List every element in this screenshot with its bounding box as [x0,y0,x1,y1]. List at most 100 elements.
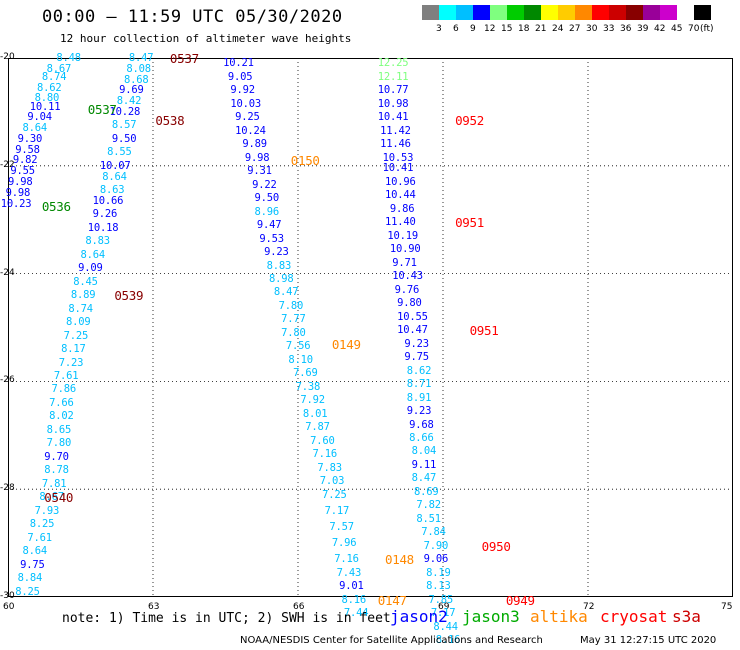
wave-height-value: 7.66 [49,396,74,409]
wave-height-value: 8.17 [61,343,86,356]
wave-height-value: 10.53 [382,151,414,164]
wave-height-value: 10.28 [109,105,141,118]
wave-height-value: 8.47 [128,52,154,64]
map-border [8,58,733,597]
wave-height-value: 8.09 [66,316,91,329]
wave-height-value: 7.60 [310,434,335,447]
wave-height-value: 10.98 [377,97,409,110]
pass-time-label: 0951 [455,215,484,231]
wave-height-value: 10.18 [87,221,119,234]
pass-time-label: 0949 [505,592,535,608]
wave-height-value: 10.41 [382,162,414,175]
wave-height-value: 10.90 [389,243,421,256]
wave-height-value: 7.90 [423,539,449,552]
wave-height-value: 8.47 [273,286,299,299]
wave-height-value: 7.16 [334,553,359,566]
wave-height-value: 10.24 [235,124,266,137]
wave-height-value: 8.89 [70,289,96,302]
wave-height-value: 7.96 [331,537,357,550]
latitude-label: -26 [0,375,15,386]
colorbar-tick-label: 12 [484,24,496,34]
wave-height-value: 8.74 [41,70,67,83]
wave-height-value: 7.84 [421,526,446,539]
colorbar-unit: (ft) [700,24,714,34]
wave-height-value: 9.55 [10,165,35,178]
wave-height-value: 9.23 [264,246,289,259]
pass-time-label: 0540 [44,490,74,506]
wave-height-value: 8.08 [126,62,151,75]
wave-height-value: 8.45 [73,275,98,288]
wave-height-value: 8.64 [80,248,106,261]
wave-height-value: 8.48 [56,52,81,64]
wave-height-value: 8.68 [124,73,149,86]
wave-height-value: 8.47 [411,472,437,485]
wave-height-value: 8.74 [68,302,93,315]
wave-height-value: 9.11 [411,458,437,471]
latitude-label: -24 [0,267,15,278]
wave-height-value: 8.78 [44,464,69,477]
wave-height-value: 9.75 [20,558,45,571]
wave-height-value: 7.57 [329,520,354,533]
wave-height-value: 9.86 [389,202,415,215]
wave-height-value: 8.80 [34,92,60,105]
satellite-legend-item: jason3 [462,607,520,626]
wave-height-value: 8.64 [22,122,48,135]
wave-height-value: 8.02 [49,410,74,423]
pass-time-label: 0538 [155,112,185,128]
colorbar-tick-label: 70 [688,24,700,34]
satellite-legend-item: cryosat [600,607,668,626]
wave-height-value: 8.13 [426,580,451,593]
wave-height-value: 10.07 [99,159,131,172]
wave-height-value: 10.43 [392,270,423,283]
colorbar-swatch [677,5,694,20]
wave-height-value: 9.23 [404,337,429,350]
colorbar-swatch [558,5,575,20]
wave-height-value: 9.89 [242,138,267,151]
wave-height-value: 7.25 [322,488,347,501]
colorbar-swatch [541,5,558,20]
wave-height-value: 12.11 [377,70,409,83]
wave-height-value: 8.25 [29,518,55,531]
colorbar-tick-label: 9 [470,24,476,34]
wave-height-value: 7.86 [51,383,77,396]
colorbar-swatch [575,5,592,20]
colorbar-swatch [422,5,439,20]
wave-height-value: 10.44 [385,189,416,202]
wave-height-value: 7.83 [317,461,342,474]
colorbar-swatch [694,5,711,20]
wave-height-value: 10.03 [230,97,261,110]
wave-height-value: 7.85 [428,593,454,606]
colorbar-swatch [643,5,660,20]
wave-height-value: 9.82 [12,154,38,167]
latitude-label: -28 [0,483,15,494]
wave-height-value: 8.42 [116,95,142,108]
colorbar-tick-label: 3 [436,24,442,34]
pass-time-label: 0952 [455,112,484,128]
wave-height-value: 7.61 [53,370,79,382]
wave-height-value: 9.09 [78,262,103,275]
pass-time-label: 0149 [331,336,361,352]
colorbar-swatch [456,5,473,20]
wave-height-value: 7.44 [343,607,369,620]
pass-time-label: 0148 [385,552,414,568]
colorbar-swatch [660,5,677,20]
wave-height-value: 9.70 [44,450,69,463]
wave-height-value: 10.66 [92,194,124,207]
wave-height-value: 9.30 [17,132,43,145]
wave-height-value: 11.46 [380,138,411,151]
wave-height-value: 8.63 [99,184,125,197]
wave-height-value: 9.50 [254,192,280,205]
wave-height-value: 8.64 [102,170,127,183]
wave-height-value: 9.58 [15,143,40,156]
pass-time-label: 0537 [169,51,199,66]
wave-height-value: 7.77 [281,313,306,326]
colorbar-swatch [626,5,643,20]
pass-time-label: 0950 [481,538,511,554]
wave-height-value: 8.57 [111,119,137,132]
wave-height-value: 10.23 [0,197,32,210]
wave-height-value: 7.61 [27,531,52,544]
wave-height-value: 7.17 [430,607,456,620]
wave-height-value: 8.65 [46,423,72,436]
satellite-legend-item: jason2 [390,607,448,626]
wave-height-value: 8.25 [15,585,40,598]
